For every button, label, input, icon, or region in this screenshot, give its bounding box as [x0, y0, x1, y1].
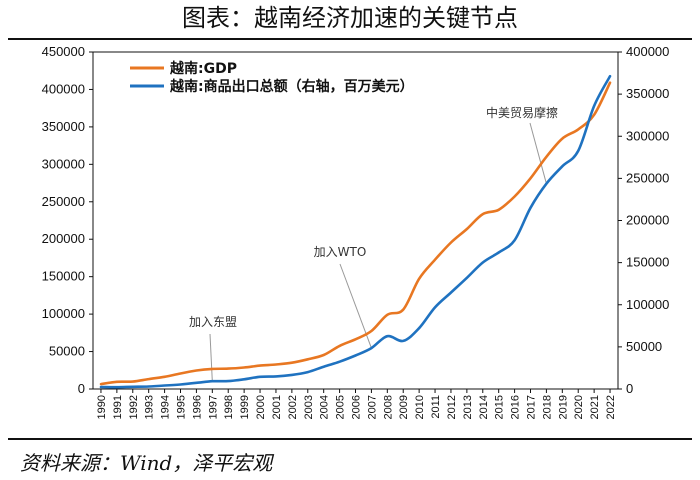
right-tick-label: 400000 [626, 44, 669, 59]
left-tick-label: 250000 [42, 194, 85, 209]
x-tick-label: 2009 [398, 395, 410, 419]
x-tick-label: 2007 [366, 395, 378, 419]
right-tick-label: 100000 [626, 297, 669, 312]
x-tick-label: 1999 [239, 395, 251, 419]
source-note: 资料来源：Wind，泽平宏观 [20, 451, 273, 475]
annotation-leader [529, 122, 547, 184]
left-tick-label: 50000 [49, 344, 85, 359]
x-tick-label: 2012 [446, 395, 458, 419]
x-tick-label: 2018 [541, 395, 553, 419]
x-tick-label: 2013 [462, 395, 474, 419]
annotation-label: 中美贸易摩擦 [486, 105, 558, 120]
right-tick-label: 50000 [626, 339, 662, 354]
legend-label: 越南:商品出口总额（右轴，百万美元） [169, 78, 414, 95]
x-tick-label: 1991 [112, 395, 124, 419]
x-tick-label: 2010 [414, 395, 426, 419]
x-tick-label: 1990 [96, 395, 108, 419]
x-tick-label: 2004 [319, 395, 331, 419]
x-tick-label: 2006 [351, 395, 363, 419]
x-tick-label: 2022 [605, 395, 617, 419]
bottom-rule [8, 438, 692, 440]
x-tick-label: 2021 [589, 395, 601, 419]
x-tick-label: 2001 [271, 395, 283, 419]
right-tick-label: 0 [626, 381, 633, 396]
x-tick-label: 2002 [287, 395, 299, 419]
gdp-series-line [99, 81, 612, 386]
annotation-leader [209, 333, 213, 382]
left-tick-label: 400000 [42, 81, 85, 96]
x-tick-label: 2000 [255, 395, 267, 419]
chart-title: 图表：越南经济加速的关键节点 [182, 4, 518, 32]
left-tick-label: 450000 [42, 44, 85, 59]
x-tick-label: 1996 [191, 395, 203, 419]
right-tick-label: 150000 [626, 255, 669, 270]
x-tick-label: 2019 [557, 395, 569, 419]
top-rule [8, 38, 692, 40]
right-tick-label: 350000 [626, 86, 669, 101]
annotation-label: 加入东盟 [189, 315, 237, 329]
x-tick-label: 2003 [303, 395, 315, 419]
left-tick-label: 300000 [42, 156, 85, 171]
right-tick-label: 200000 [626, 213, 669, 228]
x-tick-label: 2005 [335, 395, 347, 419]
x-tick-label: 1994 [160, 395, 172, 419]
x-tick-label: 2017 [526, 395, 538, 419]
right-tick-label: 250000 [626, 170, 669, 185]
x-tick-label: 2008 [382, 395, 394, 419]
x-tick-label: 1998 [223, 395, 235, 419]
x-tick-label: 1992 [128, 395, 140, 419]
left-tick-label: 0 [78, 381, 85, 396]
x-tick-label: 1997 [207, 395, 219, 419]
left-tick-label: 200000 [42, 231, 85, 246]
right-tick-label: 300000 [626, 128, 669, 143]
x-tick-label: 2020 [573, 395, 585, 419]
x-tick-label: 1993 [144, 395, 156, 419]
left-tick-label: 100000 [42, 306, 85, 321]
x-tick-label: 1995 [176, 395, 188, 419]
x-tick-label: 2011 [430, 395, 442, 419]
legend-label: 越南:GDP [169, 60, 237, 77]
left-tick-label: 350000 [42, 119, 85, 134]
left-tick-label: 150000 [42, 269, 85, 284]
x-tick-label: 2015 [494, 395, 506, 419]
annotation-label: 加入WTO [314, 245, 367, 259]
x-tick-label: 2014 [478, 395, 490, 419]
exports-series-line [99, 74, 612, 389]
x-tick-label: 2016 [510, 395, 522, 419]
